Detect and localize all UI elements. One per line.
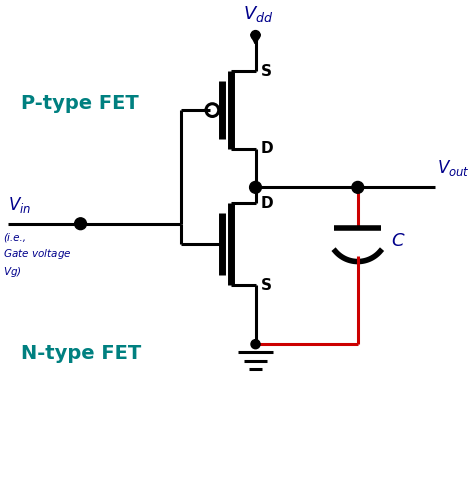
Text: D: D (261, 196, 273, 211)
Circle shape (352, 182, 364, 193)
Text: (i.e.,
$Gate\ voltage$
$Vg$): (i.e., $Gate\ voltage$ $Vg$) (3, 233, 72, 279)
Circle shape (251, 30, 260, 40)
Text: S: S (261, 277, 272, 293)
Circle shape (250, 182, 262, 193)
Text: $C$: $C$ (391, 232, 405, 250)
Text: $V_{out}$: $V_{out}$ (438, 158, 470, 178)
Text: $V_{in}$: $V_{in}$ (8, 194, 31, 215)
Text: D: D (261, 141, 273, 156)
Text: $V_{dd}$: $V_{dd}$ (243, 4, 273, 24)
Text: N-type FET: N-type FET (21, 344, 142, 363)
Circle shape (251, 340, 260, 349)
Text: P-type FET: P-type FET (21, 94, 139, 113)
Circle shape (74, 218, 86, 230)
Text: S: S (261, 64, 272, 79)
